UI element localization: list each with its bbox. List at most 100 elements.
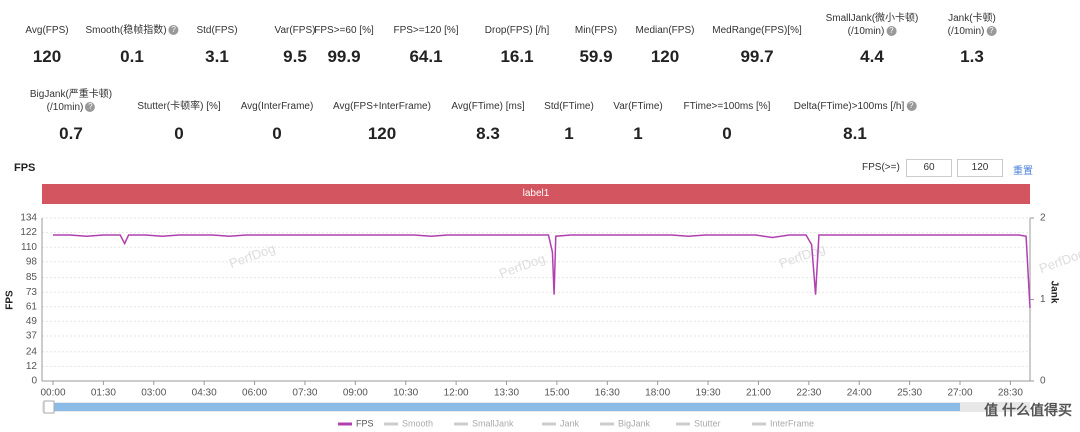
stat-label: FPS>=60 [%] <box>314 24 373 37</box>
x-tick-label: 18:00 <box>645 388 670 399</box>
x-tick-label: 01:30 <box>91 388 116 399</box>
help-icon[interactable]: ? <box>886 26 897 37</box>
stat-value: 1.3 <box>960 47 984 66</box>
x-tick-label: 16:30 <box>595 388 620 399</box>
y-tick-label: 37 <box>26 331 38 342</box>
legend-label[interactable]: BigJank <box>618 418 651 428</box>
x-tick-label: 21:00 <box>746 388 771 399</box>
stat-label: FPS>=120 [%] <box>393 24 458 37</box>
stat-value: 8.1 <box>843 124 867 143</box>
legend-label[interactable]: FPS <box>356 418 374 428</box>
y-tick-label: 0 <box>31 376 37 387</box>
stat-label: Avg(InterFrame) <box>241 100 314 113</box>
stat-label-text: Std(FPS) <box>196 25 238 36</box>
stat-label: Avg(FTime) [ms] <box>451 100 524 113</box>
stat-label: SmallJank(微小卡顿) (/10min)? <box>826 12 919 38</box>
reset-button[interactable]: 重置 <box>1013 166 1033 177</box>
stat-label-text: MedRange(FPS)[%] <box>712 25 802 36</box>
stat-label-text: Delta(FTime)>100ms [/h] <box>793 101 905 112</box>
x-tick-label: 06:00 <box>242 388 267 399</box>
stat-label: Delta(FTime)>100ms [/h]? <box>794 100 917 113</box>
stat-value: 4.4 <box>860 47 884 66</box>
legend-label[interactable]: Stutter <box>694 418 721 428</box>
stat-value: 0 <box>722 124 732 143</box>
stat-value: 1 <box>633 124 643 143</box>
legend-label[interactable]: InterFrame <box>770 418 814 428</box>
stat-value: 8.3 <box>476 124 500 143</box>
stat-label: Smooth(稳帧指数)? <box>85 24 179 37</box>
stat-value: 0.1 <box>120 47 144 66</box>
stat-label: Median(FPS) <box>636 24 695 37</box>
stat-label: Stutter(卡顿率) [%] <box>137 100 220 113</box>
stat-value: 1 <box>564 124 574 143</box>
help-icon[interactable]: ? <box>906 101 917 112</box>
y-tick-label: 122 <box>20 227 37 238</box>
legend-label[interactable]: Jank <box>560 418 580 428</box>
legend-label[interactable]: Smooth <box>402 418 433 428</box>
x-tick-label: 07:30 <box>292 388 317 399</box>
stat-label: BigJank(严重卡顿) (/10min)? <box>30 88 112 114</box>
help-icon[interactable]: ? <box>986 26 997 37</box>
stat-label-text: Drop(FPS) [/h] <box>484 25 550 36</box>
stat-label-text: Var(FTime) <box>613 101 663 112</box>
stat-value: 99.7 <box>740 47 774 66</box>
watermark: PerfDog <box>1037 246 1080 276</box>
stat-value: 64.1 <box>409 47 443 66</box>
y-axis-label: FPS <box>5 290 16 310</box>
stat-value: 59.9 <box>579 47 613 66</box>
legend-label[interactable]: SmallJank <box>472 418 514 428</box>
stat-label-text: FPS>=60 [%] <box>314 25 374 36</box>
filter-input[interactable]: 120 <box>957 159 1003 177</box>
stat-label-text: Var(FPS) <box>274 25 316 36</box>
x-tick-label: 28:30 <box>998 388 1023 399</box>
stat-value: 16.1 <box>500 47 534 66</box>
y2-tick-label: 0 <box>1040 376 1046 387</box>
stat-label: Avg(FPS+InterFrame) <box>333 100 431 113</box>
help-icon[interactable]: ? <box>168 25 179 36</box>
y-tick-label: 110 <box>21 242 37 253</box>
x-tick-label: 22:30 <box>796 388 821 399</box>
stat-value: 3.1 <box>205 47 229 66</box>
y-tick-label: 98 <box>26 256 38 267</box>
stat-label-text: Min(FPS) <box>574 25 618 36</box>
stat-label: MedRange(FPS)[%] <box>712 24 801 37</box>
filter-input[interactable]: 60 <box>906 159 952 177</box>
scrollbar-thumb <box>52 403 960 411</box>
y-tick-label: 134 <box>20 213 37 224</box>
stat-label: Var(FTime) <box>613 100 662 113</box>
stat-label-text: Stutter(卡顿率) [%] <box>137 101 221 112</box>
x-tick-label: 24:00 <box>847 388 872 399</box>
stat-label-text: Jank(卡顿) (/10min) <box>947 13 996 37</box>
y2-tick-label: 1 <box>1040 294 1046 305</box>
stat-value: 120 <box>32 47 62 66</box>
stat-label: Avg(FPS) <box>25 24 68 37</box>
stat-label-text: BigJank(严重卡顿) (/10min) <box>29 89 113 113</box>
stat-label: Std(FPS) <box>196 24 237 37</box>
watermark: PerfDog <box>227 241 277 271</box>
label-band: label1 <box>42 184 1030 204</box>
scrollbar-handle[interactable] <box>43 400 55 414</box>
line-series <box>53 234 1031 309</box>
stat-value: 0 <box>272 124 282 143</box>
stat-label: Min(FPS) <box>575 24 617 37</box>
x-tick-label: 03:00 <box>141 388 166 399</box>
stat-label-text: Avg(InterFrame) <box>240 101 314 112</box>
stat-label: Std(FTime) <box>544 100 594 113</box>
stat-label-text: FTime>=100ms [%] <box>683 101 771 112</box>
y-tick-label: 61 <box>26 301 38 312</box>
help-icon[interactable]: ? <box>85 102 96 113</box>
stat-label-text: Avg(FPS) <box>25 25 69 36</box>
stat-value: 0 <box>174 124 184 143</box>
stat-value: 120 <box>650 47 680 66</box>
stat-value: 120 <box>367 124 397 143</box>
y-tick-label: 73 <box>26 287 38 298</box>
x-tick-label: 15:00 <box>544 388 569 399</box>
stat-label-text: Median(FPS) <box>635 25 695 36</box>
x-tick-label: 25:30 <box>897 388 922 399</box>
x-tick-label: 10:30 <box>393 388 418 399</box>
x-tick-label: 27:00 <box>947 388 972 399</box>
stat-label-text: Avg(FPS+InterFrame) <box>333 101 431 112</box>
y-tick-label: 12 <box>26 361 38 372</box>
y-tick-label: 85 <box>26 272 38 283</box>
watermark: PerfDog <box>777 241 827 271</box>
